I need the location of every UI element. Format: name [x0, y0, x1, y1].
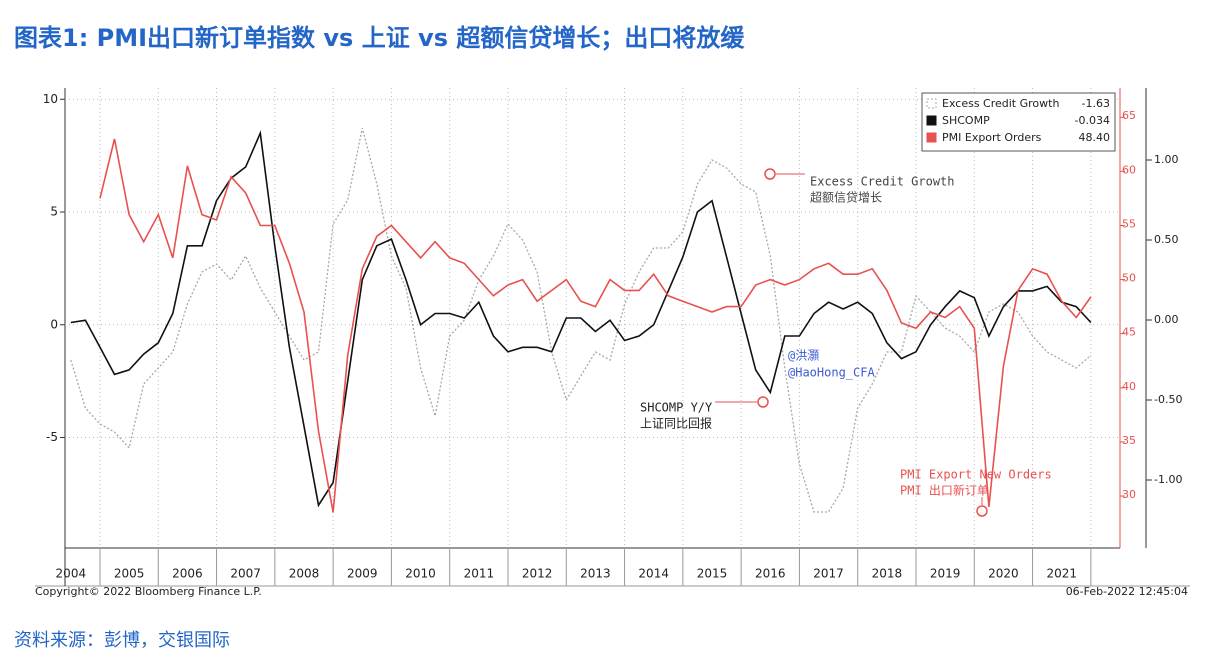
y-tick-label: 0 — [50, 317, 58, 331]
legend-value: -1.63 — [1082, 97, 1110, 110]
y-tick-label: 5 — [50, 205, 58, 219]
timestamp: 06-Feb-2022 12:45:04 — [1066, 585, 1188, 598]
annotation-marker — [764, 168, 776, 180]
annotation-text: SHCOMP Y/Y — [640, 401, 713, 415]
series-line — [70, 127, 1092, 513]
x-tick-label: 2011 — [464, 567, 495, 581]
annotation-marker — [976, 505, 988, 517]
y2-tick-label: 60 — [1122, 163, 1136, 176]
y3-tick-label: 0.50 — [1154, 233, 1179, 246]
y3-tick-label: 0.00 — [1154, 313, 1179, 326]
legend-label: SHCOMP — [942, 114, 990, 127]
annotation-text: 超额信贷增长 — [810, 190, 882, 205]
y2-tick-label: 45 — [1122, 326, 1136, 339]
x-tick-label: 2009 — [347, 567, 378, 581]
y2-tick-label: 30 — [1122, 488, 1136, 501]
annotation-marker — [757, 396, 769, 408]
source: 资料来源：彭博，交银国际 — [14, 630, 230, 651]
y2-tick-label: 35 — [1122, 434, 1136, 447]
legend-value: 48.40 — [1079, 131, 1111, 144]
y3-tick-label: -1.00 — [1154, 473, 1182, 486]
legend-label: Excess Credit Growth — [942, 97, 1059, 110]
y2-tick-label: 40 — [1122, 380, 1136, 393]
x-tick-label: 2012 — [522, 567, 553, 581]
annotation-text: Excess Credit Growth — [810, 175, 955, 189]
legend-swatch — [926, 98, 937, 109]
copyright: Copyright© 2022 Bloomberg Finance L.P. — [35, 585, 262, 598]
x-tick-label: 2020 — [988, 567, 1019, 581]
legend-swatch — [926, 132, 937, 143]
x-tick-label: 2017 — [813, 567, 844, 581]
legend-value: -0.034 — [1075, 114, 1110, 127]
legend-label: PMI Export Orders — [942, 131, 1042, 144]
series-line — [70, 130, 1092, 508]
x-tick-label: 2019 — [930, 567, 961, 581]
y2-tick-label: 65 — [1122, 109, 1136, 122]
watermark: @洪灝 — [788, 348, 819, 363]
y-tick-label: 10 — [43, 92, 58, 106]
y2-tick-label: 55 — [1122, 217, 1136, 230]
watermark: @HaoHong_CFA — [788, 366, 875, 380]
x-tick-label: 2013 — [580, 567, 611, 581]
series-line — [99, 138, 1092, 513]
y3-tick-label: -0.50 — [1154, 393, 1182, 406]
x-tick-label: 2018 — [872, 567, 903, 581]
x-tick-label: 2006 — [172, 567, 203, 581]
x-tick-label: 2014 — [638, 567, 669, 581]
x-tick-label: 2021 — [1046, 567, 1077, 581]
legend: Excess Credit Growth -1.63 SHCOMP -0.034 PMI… — [921, 92, 1116, 152]
legend-box — [921, 92, 1116, 152]
x-tick-label: 2004 — [56, 567, 87, 581]
annotation-text: 上证同比回报 — [640, 416, 712, 431]
legend-swatch — [926, 115, 937, 126]
y2-tick-label: 50 — [1122, 272, 1136, 285]
x-tick-label: 2008 — [289, 567, 320, 581]
y-tick-label: -5 — [46, 430, 58, 444]
y3-tick-label: 1.00 — [1154, 153, 1179, 166]
x-tick-label: 2005 — [114, 567, 145, 581]
x-tick-label: 2007 — [230, 567, 261, 581]
annotation-text: PMI 出口新订单 — [900, 483, 989, 498]
annotation-text: PMI Export New Orders — [900, 468, 1052, 482]
x-tick-label: 2010 — [405, 567, 436, 581]
x-tick-label: 2015 — [697, 567, 728, 581]
x-tick-label: 2016 — [755, 567, 786, 581]
title: 图表1: PMI出口新订单指数 vs 上证 vs 超额信贷增长；出口将放缓 — [14, 24, 745, 52]
